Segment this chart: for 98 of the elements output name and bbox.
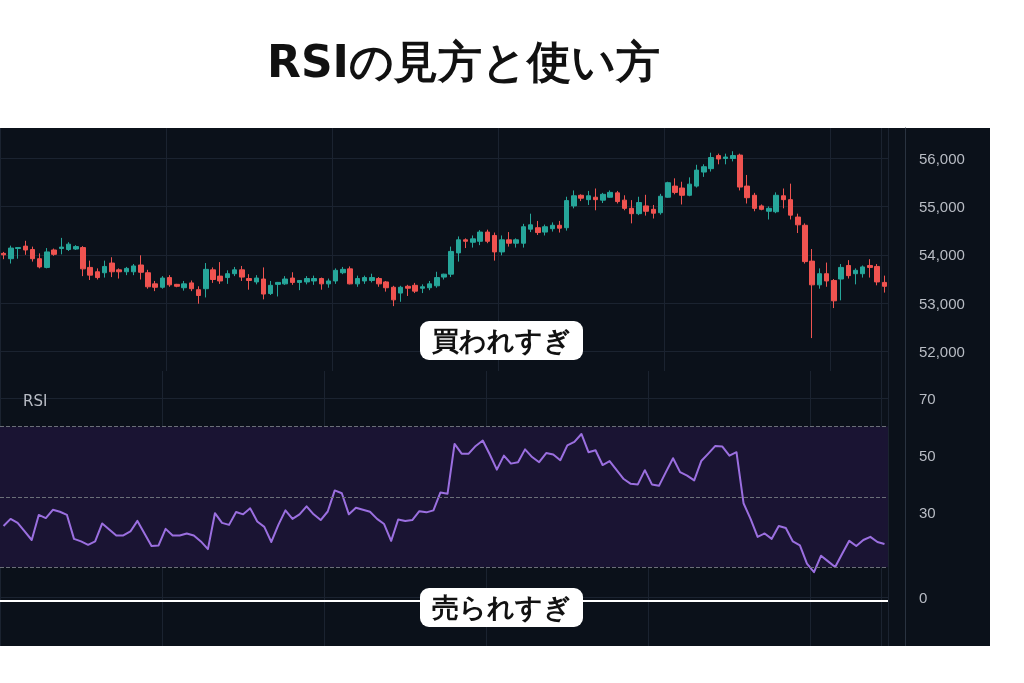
candlestick	[499, 234, 505, 256]
candlestick	[788, 183, 793, 220]
candlestick	[542, 224, 548, 236]
candlestick	[853, 267, 858, 285]
candlestick	[564, 196, 569, 232]
candlestick	[420, 283, 425, 294]
candlestick	[66, 241, 71, 252]
candlestick	[340, 266, 346, 275]
candlestick	[882, 275, 887, 294]
candlestick	[355, 275, 360, 288]
candlestick	[665, 181, 671, 199]
y-tick-label: 53,000	[919, 294, 965, 312]
candlestick	[550, 221, 555, 233]
text: RSI	[23, 391, 48, 410]
candlestick	[254, 274, 259, 285]
candlestick	[824, 262, 829, 288]
candlestick	[557, 220, 562, 234]
candlestick	[174, 283, 180, 288]
candlestick	[333, 267, 338, 285]
candlestick	[528, 213, 533, 233]
y-tick-label: 55,000	[919, 197, 965, 215]
candlestick	[651, 204, 656, 220]
candlestick	[485, 229, 490, 244]
candlestick	[59, 237, 64, 255]
candlestick	[846, 259, 851, 280]
candlestick	[643, 194, 649, 217]
candlestick	[831, 278, 837, 309]
candlestick	[571, 189, 577, 209]
candlestick	[319, 277, 324, 291]
candlestick	[124, 266, 129, 276]
candlestick	[456, 235, 461, 263]
candlestick	[44, 247, 50, 269]
candlestick	[347, 265, 353, 285]
candlestick	[189, 279, 194, 292]
candlestick	[513, 237, 519, 249]
candlestick	[817, 267, 822, 290]
candlestick	[232, 266, 237, 277]
candlestick	[95, 267, 100, 281]
candlestick	[51, 248, 57, 257]
candlestick	[225, 269, 230, 285]
y-tick-label: 0	[919, 589, 928, 607]
candlestick	[369, 273, 375, 283]
candlestick	[730, 150, 736, 162]
candlestick	[636, 196, 642, 216]
candlestick	[492, 232, 497, 262]
candlestick	[203, 262, 209, 298]
annotation: 買われすぎ	[432, 325, 571, 356]
candlestick	[37, 252, 42, 269]
candlestick	[326, 278, 331, 289]
candlestick	[759, 203, 764, 211]
candlestick	[167, 274, 172, 288]
candlestick	[521, 223, 526, 249]
annotation: 売られすぎ	[432, 592, 571, 623]
candlestick	[615, 190, 620, 205]
y-tick-label: 70	[919, 389, 936, 407]
candlestick	[838, 263, 844, 301]
candlestick	[860, 264, 865, 279]
candlestick	[1, 251, 6, 260]
candlestick	[622, 194, 627, 211]
candlestick	[687, 176, 692, 197]
candlestick	[246, 273, 252, 291]
candlestick	[131, 263, 136, 276]
chart-title: RSIの見方と使い方	[267, 35, 660, 87]
candlestick	[290, 271, 295, 286]
y-tick-label: 50	[919, 446, 936, 464]
candlestick	[723, 153, 728, 165]
candlestick	[268, 280, 273, 296]
candlestick	[181, 280, 187, 292]
candlestick	[658, 193, 663, 216]
candlestick	[73, 244, 79, 251]
candlestick	[391, 285, 396, 307]
candlestick	[781, 188, 786, 209]
candlestick	[261, 266, 266, 300]
candlestick	[578, 193, 584, 202]
candlestick	[593, 188, 598, 211]
candlestick	[629, 199, 634, 224]
candlestick	[586, 190, 591, 206]
candlestick	[160, 275, 165, 290]
candlestick	[694, 164, 699, 189]
candlestick	[297, 279, 302, 291]
candlestick	[196, 285, 201, 305]
candlestick	[362, 275, 367, 285]
y-tick-label: 30	[919, 503, 936, 521]
candlestick	[752, 192, 757, 212]
candlestick	[795, 213, 801, 234]
candlestick	[30, 246, 35, 263]
candlestick	[23, 240, 28, 256]
y-tick-label: 56,000	[919, 149, 965, 167]
candlestick	[239, 265, 245, 282]
candlestick	[506, 231, 512, 248]
candlestick	[102, 260, 107, 279]
candlestick	[427, 280, 432, 291]
candlestick	[398, 285, 403, 303]
candlestick	[716, 153, 721, 165]
y-tick-label: 54,000	[919, 246, 965, 264]
candlestick	[463, 237, 468, 249]
candlestick	[535, 220, 541, 236]
y-tick-label: 52,000	[919, 343, 965, 361]
